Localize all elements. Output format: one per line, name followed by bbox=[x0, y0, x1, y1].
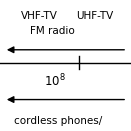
Text: UHF-TV: UHF-TV bbox=[76, 11, 113, 21]
Text: VHF-TV: VHF-TV bbox=[21, 11, 58, 21]
Text: $10^{8}$: $10^{8}$ bbox=[44, 73, 66, 89]
Text: cordless phones/: cordless phones/ bbox=[13, 116, 102, 125]
Text: FM radio: FM radio bbox=[30, 26, 75, 36]
